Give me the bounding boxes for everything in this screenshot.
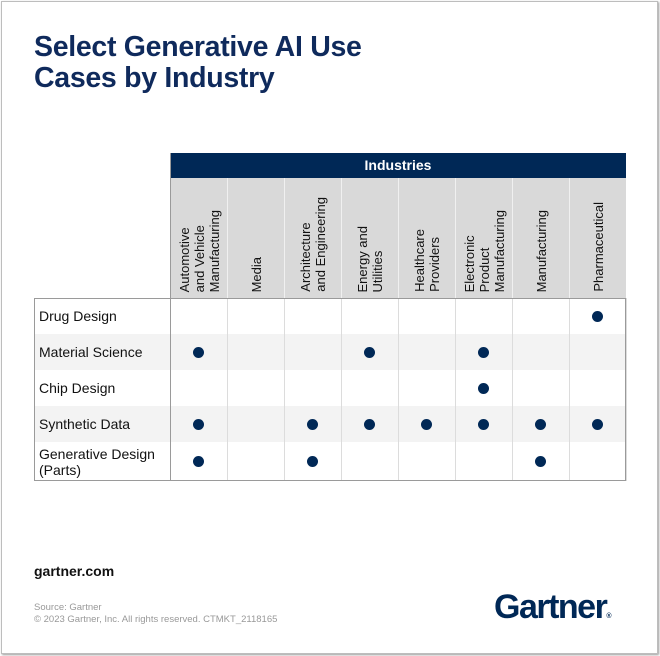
column-header: Energy and Utilities [341, 178, 398, 298]
row-label: Chip Design [39, 380, 116, 396]
source-text: Source: Gartner [34, 602, 102, 613]
header-left-border [170, 153, 171, 298]
column-header-label: Media [248, 256, 264, 292]
column-header-label: Manufacturing [533, 209, 549, 292]
title-line-1: Select Generative AI Use [34, 31, 362, 63]
column-header-label: Healthcare Providers [412, 229, 442, 292]
column-header-label: Architecture and Engineering [298, 197, 328, 292]
use-case-marker [193, 456, 204, 467]
column-divider [512, 298, 513, 481]
column-header: Pharmaceutical [569, 178, 626, 298]
use-case-marker [478, 382, 489, 394]
use-case-marker [535, 418, 546, 430]
use-case-marker [364, 418, 375, 430]
table-border [34, 298, 626, 481]
use-case-marker [478, 346, 489, 358]
column-header-label: Pharmaceutical [590, 202, 606, 292]
table-row: Drug Design [34, 298, 626, 334]
use-case-marker [307, 418, 318, 430]
column-divider [227, 298, 228, 481]
column-divider [626, 298, 627, 481]
industries-header: Industries [170, 153, 626, 178]
table-row: Generative Design (Parts) [34, 442, 626, 481]
chart-title: Select Generative AI Use Cases by Indust… [34, 32, 362, 94]
column-header-label: Automotive and Vehicle Manufacturing [176, 209, 222, 292]
column-divider [284, 298, 285, 481]
use-case-marker [193, 346, 204, 358]
table-row: Material Science [34, 334, 626, 370]
use-case-marker [421, 418, 432, 430]
use-case-marker [307, 456, 318, 467]
use-case-marker [535, 456, 546, 467]
column-header-label: Energy and Utilities [355, 225, 385, 293]
column-divider [569, 298, 570, 481]
logo-text: Gartner [494, 588, 608, 626]
column-divider [341, 298, 342, 481]
table-row: Chip Design [34, 370, 626, 406]
row-label: Material Science [39, 344, 143, 360]
gartner-logo: Gartner® [494, 588, 612, 626]
source-note: Source: Gartner © 2023 Gartner, Inc. All… [34, 602, 277, 626]
row-label: Drug Design [39, 308, 117, 324]
use-case-marker [592, 418, 603, 430]
column-divider [455, 298, 456, 481]
column-header: Media [227, 178, 284, 298]
column-header: Automotive and Vehicle Manufacturing [170, 178, 227, 298]
column-header: Healthcare Providers [398, 178, 455, 298]
row-label: Generative Design (Parts) [39, 445, 155, 478]
copyright-text: © 2023 Gartner, Inc. All rights reserved… [34, 614, 278, 625]
site-link[interactable]: gartner.com [34, 563, 115, 579]
column-header-label: Electronic Product Manufacturing [461, 209, 507, 292]
column-header: Electronic Product Manufacturing [455, 178, 512, 298]
row-label: Synthetic Data [39, 416, 131, 432]
use-case-marker [478, 418, 489, 430]
use-case-marker [364, 346, 375, 358]
column-header: Manufacturing [512, 178, 569, 298]
column-divider [398, 298, 399, 481]
title-line-2: Cases by Industry [34, 62, 275, 94]
column-divider [170, 298, 171, 481]
use-case-marker [193, 418, 204, 430]
column-header: Architecture and Engineering [284, 178, 341, 298]
table-row: Synthetic Data [34, 406, 626, 442]
use-case-marker [592, 310, 603, 322]
